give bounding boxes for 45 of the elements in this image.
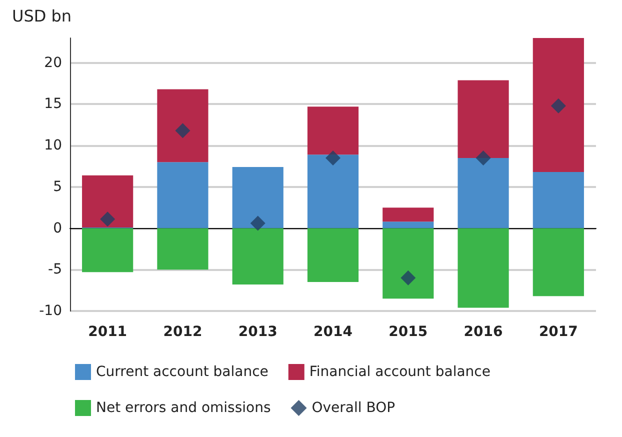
point (175, 123, 190, 138)
bar (458, 80, 509, 158)
y-axis-title: USD bn (12, 6, 72, 26)
bar (532, 172, 584, 228)
bar (532, 228, 584, 296)
y-tick-label: 20 (44, 54, 62, 71)
point (476, 150, 491, 166)
legend-label: Net errors and omissions (96, 400, 271, 416)
bar (382, 208, 434, 222)
y-tick-label: 10 (44, 138, 62, 154)
legend-label: Overall BOP (312, 400, 396, 416)
x-tick-label: 2016 (464, 324, 503, 340)
bar (458, 228, 509, 308)
x-tick-label: 2015 (388, 324, 428, 340)
y-tick-label: -10 (39, 303, 62, 319)
point (326, 150, 340, 166)
point (550, 98, 566, 114)
legend-label: Financial account balance (309, 364, 490, 380)
bar (382, 228, 434, 299)
bar (458, 158, 509, 228)
point (400, 270, 416, 286)
bar (532, 38, 584, 172)
point (250, 216, 266, 231)
bar (307, 228, 359, 282)
bar (307, 106, 359, 155)
bar (157, 228, 208, 270)
point (100, 212, 116, 227)
x-tick-label: 2012 (163, 324, 202, 340)
bar (382, 222, 434, 228)
x-tick-label: 2013 (238, 324, 278, 340)
bar (232, 228, 284, 285)
y-tick-label: 15 (44, 96, 62, 112)
bar (307, 154, 359, 228)
x-tick-label: 2014 (314, 324, 353, 340)
legend-label: Current account balance (96, 364, 268, 380)
y-tick-label: 0 (53, 220, 62, 236)
y-tick-label: -5 (48, 262, 62, 278)
bar (82, 228, 134, 272)
x-tick-label: 2017 (538, 324, 578, 340)
bar (232, 167, 284, 228)
bar (157, 162, 208, 228)
x-tick-label: 2011 (88, 324, 128, 340)
y-tick-label: 5 (53, 178, 62, 195)
bar (157, 89, 208, 162)
bar (82, 175, 134, 228)
